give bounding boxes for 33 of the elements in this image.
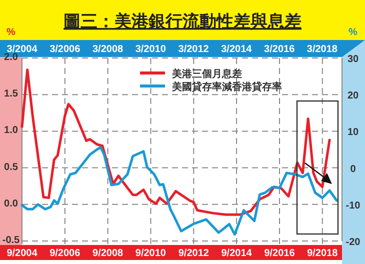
x-tick-label: 9/2016 [264,248,296,259]
y2-axis-title: % [348,27,358,38]
x2-tick-label: 3/2006 [50,44,81,55]
x2-tick-label: 3/2008 [92,44,124,55]
x-tick-label: 9/2012 [178,248,210,259]
y-tick-label: 0.0 [4,198,18,210]
y2-tick-label: -10 [346,200,361,212]
legend-label: 美國貸存率減香港貸存率 [171,81,282,93]
x-tick-label: 9/2008 [92,248,124,259]
line-series [20,68,331,216]
x2-tick-label: 3/2014 [221,44,252,55]
y2-tick-label: 10 [347,127,359,138]
y2-tick-label: 30 [347,54,359,65]
x2-tick-label: 3/2010 [135,44,166,55]
y-tick-label: 0.5 [4,162,18,173]
chart-title: 圖三：美港銀行流動性差與息差 [64,12,302,31]
y-axis-title: % [6,27,16,38]
line-series [20,146,338,236]
x-tick-label: 9/2014 [221,248,252,259]
y2-tick-label: -20 [346,237,361,248]
x-tick-label: 9/2004 [6,248,38,259]
y2-tick-label: 0 [350,164,356,175]
x2-tick-label: 3/2012 [178,44,210,55]
y-tick-label: -0.5 [2,235,20,246]
legend-label: 美港三個月息差 [171,68,242,80]
x-tick-label: 9/2010 [135,248,166,259]
y2-tick-label: 20 [347,90,359,102]
x2-tick-label: 3/2016 [264,44,296,55]
x-tick-label: 9/2018 [307,248,338,259]
x-tick-label: 9/2006 [50,248,81,259]
x2-tick-label: 3/2018 [306,44,338,55]
y-tick-label: 1.5 [4,88,18,100]
y-tick-label: 1.0 [4,125,18,136]
